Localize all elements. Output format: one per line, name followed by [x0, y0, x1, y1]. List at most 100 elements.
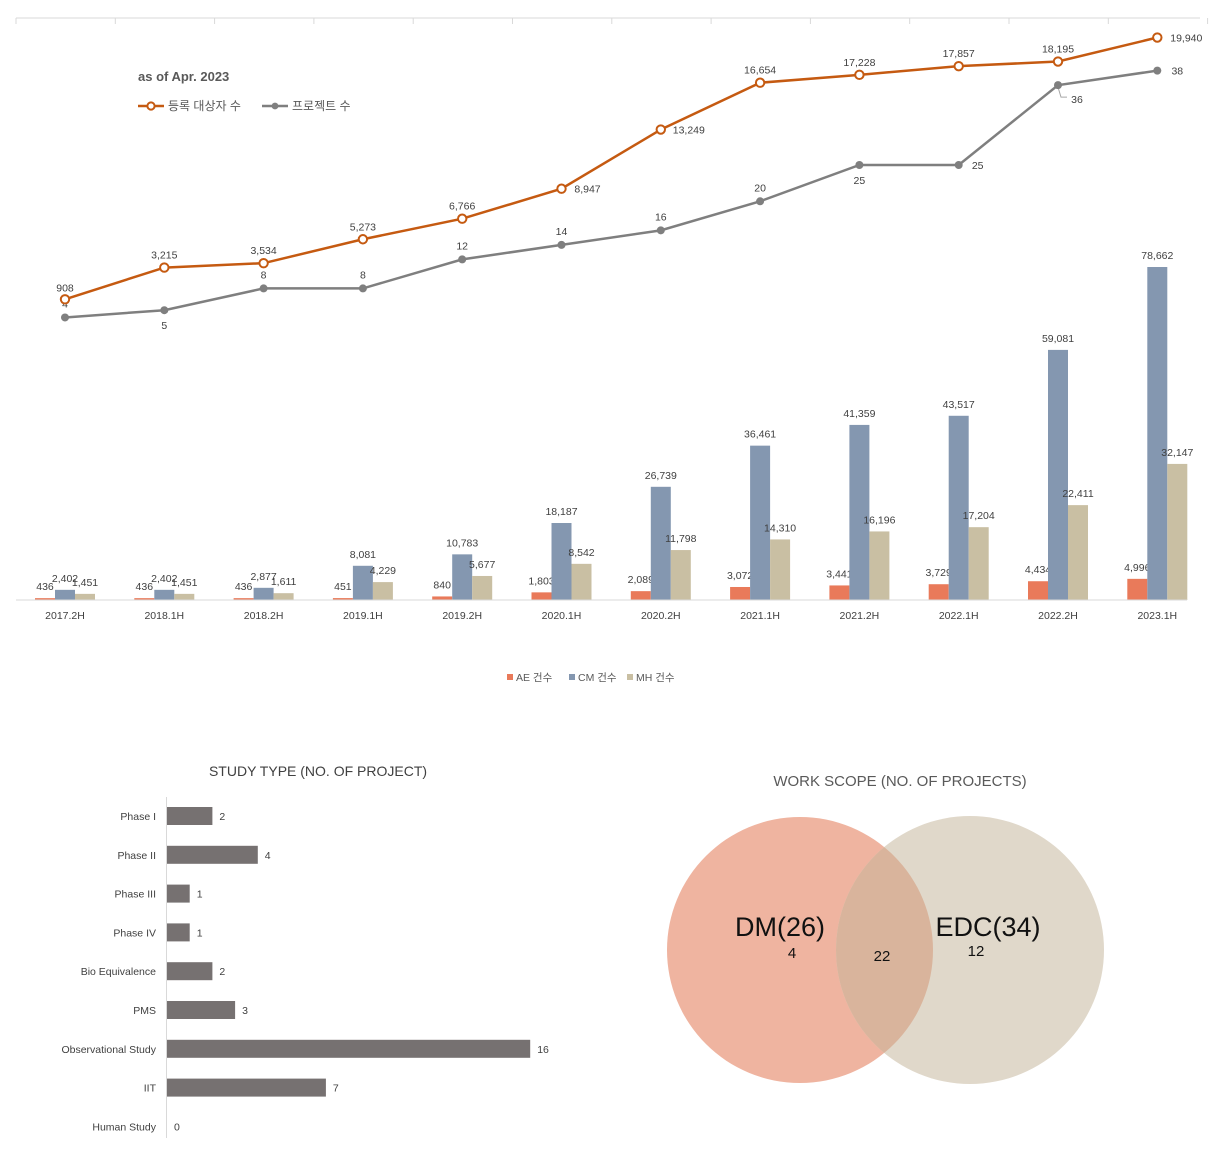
label-registered-2019.2H: 6,766: [449, 201, 475, 213]
top-gridline: [15, 17, 1209, 24]
study-type-bar: [167, 962, 213, 981]
point-registered-2018.1H: [159, 262, 170, 273]
line-legend: 등록 대상자 수 프로젝트 수: [138, 99, 351, 113]
bar-label-cm-2021.2H: 41,359: [843, 408, 875, 420]
bar-label-ae-2020.2H: 2,089: [628, 574, 654, 586]
bar-cm-2022.1H: [948, 415, 969, 600]
bar-label-cm-2017.2H: 2,402: [52, 573, 78, 585]
bar-label-ae-2018.2H: 436: [235, 581, 253, 593]
point-registered-2022.2H: [1052, 56, 1064, 67]
venn-label-edc: EDC(34): [935, 912, 1040, 942]
work-scope-venn: WORK SCOPE (NO. OF PROJECTS) DM(26) 4 EDC(3…: [667, 773, 1104, 1084]
point-registered-2023.1H: [1152, 32, 1163, 43]
bar-label-mh-2020.2H: 11,798: [665, 533, 696, 545]
study-type-label: PMS: [133, 1005, 156, 1017]
label-projects-2022.1H: 25: [972, 160, 984, 172]
x-tick-2019.2H: 2019.2H: [442, 610, 482, 622]
study-type-value: 2: [219, 966, 225, 978]
label-projects-2020.1H: 14: [556, 226, 568, 238]
label-registered-2023.1H: 19,940: [1170, 33, 1202, 45]
study-type-label: Observational Study: [61, 1044, 156, 1056]
bar-ae-2020.1H: [531, 592, 552, 600]
bar-label-cm-2021.1H: 36,461: [744, 429, 776, 441]
point-projects-2020.1H: [557, 240, 566, 249]
bar-label-ae-2019.2H: 840: [433, 579, 451, 591]
bar-label-mh-2020.1H: 8,542: [568, 547, 594, 559]
line-chart-combo: 458812141620252536389083,2153,5345,2736,…: [56, 32, 1203, 332]
label-registered-2022.1H: 17,857: [943, 48, 975, 60]
bar-mh-2021.2H: [869, 531, 890, 600]
bar-label-cm-2019.2H: 10,783: [446, 537, 478, 549]
as-of-note: as of Apr. 2023: [138, 69, 229, 84]
point-projects-2021.2H: [855, 161, 864, 169]
bar-ae-2021.1H: [730, 586, 751, 600]
x-tick-2018.2H: 2018.2H: [244, 610, 284, 622]
point-projects-2019.2H: [458, 255, 467, 264]
label-registered-2020.1H: 8,947: [574, 184, 600, 196]
label-projects-2021.1H: 20: [754, 182, 766, 194]
label-registered-2017.2H: 908: [56, 282, 74, 294]
bar-label-ae-2022.1H: 3,729: [926, 567, 952, 579]
x-tick-2017.2H: 2017.2H: [45, 610, 85, 622]
bar-label-ae-2021.2H: 3,441: [826, 568, 852, 580]
legend-item-mh: MH 건수: [627, 672, 675, 684]
point-registered-2017.2H: [59, 294, 71, 305]
bar-ae-2019.1H: [332, 598, 353, 600]
bar-ae-2018.1H: [134, 598, 155, 600]
label-registered-2021.1H: 16,654: [744, 65, 776, 77]
label-registered-2021.2H: 17,228: [843, 57, 875, 69]
bar-label-cm-2023.1H: 78,662: [1141, 250, 1173, 262]
point-projects-2019.1H: [358, 284, 367, 293]
legend-label-registered: 등록 대상자 수: [168, 99, 241, 113]
study-type-label: Phase I: [120, 811, 156, 823]
bar-ae-2022.2H: [1028, 581, 1048, 600]
point-registered-2019.2H: [457, 213, 468, 224]
study-type-label: Phase III: [115, 889, 156, 901]
label-projects-2018.1H: 5: [161, 320, 167, 332]
bar-label-mh-2021.2H: 16,196: [863, 514, 895, 526]
bar-ae-2022.1H: [928, 584, 949, 600]
x-tick-2021.2H: 2021.2H: [840, 610, 880, 622]
point-registered-2020.2H: [655, 124, 666, 135]
bar-mh-2018.1H: [174, 593, 195, 600]
point-projects-2023.1H: [1153, 66, 1162, 75]
label-registered-2019.1H: 5,273: [350, 221, 376, 233]
label-projects-2021.2H: 25: [854, 175, 866, 187]
study-type-label: Phase II: [117, 850, 156, 862]
bar-mh-2018.2H: [273, 593, 294, 600]
study-type-bar: [167, 1001, 236, 1019]
bar-ae-2017.2H: [35, 598, 55, 600]
bar-cm-2019.2H: [452, 554, 473, 600]
study-type-bar: [167, 807, 213, 825]
point-registered-2021.2H: [854, 69, 865, 81]
bar-mh-2020.2H: [670, 550, 691, 600]
label-registered-2018.1H: 3,215: [151, 250, 177, 262]
bar-label-cm-2018.2H: 2,877: [250, 571, 276, 583]
bar-ae-2019.2H: [432, 596, 453, 600]
x-tick-2022.1H: 2022.1H: [939, 610, 979, 622]
bar-ae-2020.2H: [630, 591, 651, 600]
bar-label-mh-2023.1H: 32,147: [1161, 447, 1193, 459]
label-projects-2023.1H: 38: [1171, 66, 1183, 78]
bar-label-cm-2019.1H: 8,081: [350, 549, 376, 561]
x-tick-2019.1H: 2019.1H: [343, 610, 383, 622]
bar-label-ae-2020.1H: 1,803: [528, 575, 554, 587]
label-projects-2019.2H: 12: [456, 240, 468, 252]
label-projects-2019.1H: 8: [360, 269, 366, 281]
study-type-bar: [167, 845, 258, 864]
study-type-value: 1: [197, 927, 203, 939]
bar-mh-2019.1H: [372, 582, 393, 600]
bar-label-ae-2017.2H: 436: [36, 581, 54, 593]
bar-label-ae-2022.2H: 4,434: [1025, 564, 1051, 576]
point-projects-2022.1H: [954, 161, 963, 169]
study-type-label: Bio Equivalence: [81, 966, 156, 978]
x-tick-2020.1H: 2020.1H: [542, 610, 582, 622]
bar-label-mh-2022.1H: 17,204: [963, 510, 995, 522]
point-projects-2018.2H: [259, 284, 268, 293]
bar-cm-2020.2H: [650, 486, 671, 600]
bar-mh-2022.1H: [968, 527, 989, 600]
point-projects-2022.2H: [1054, 81, 1062, 90]
bar-label-ae-2023.1H: 4,996: [1124, 562, 1150, 574]
bar-mh-2021.1H: [770, 539, 791, 600]
